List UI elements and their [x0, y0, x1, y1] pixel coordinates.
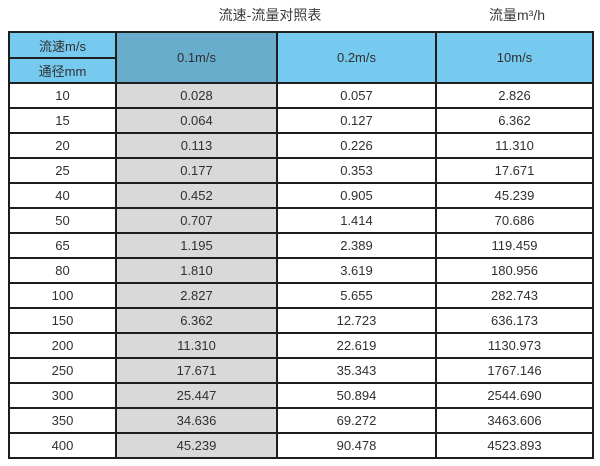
table-row: 250 17.671 35.343 1767.146	[8, 357, 594, 384]
table-row: 80 1.810 3.619 180.956	[8, 257, 594, 284]
flow-cell-0-1ms: 2.827	[115, 282, 278, 309]
flow-cell-0-1ms: 0.064	[115, 107, 278, 134]
flow-cell-0-2ms: 50.894	[276, 382, 437, 409]
flow-cell-10ms: 3463.606	[435, 407, 594, 434]
flow-cell-10ms: 4523.893	[435, 432, 594, 459]
table-row: 40 0.452 0.905 45.239	[8, 182, 594, 209]
flow-cell-10ms: 17.671	[435, 157, 594, 184]
flow-unit-label: 流量m³/h	[489, 7, 545, 23]
flow-cell-0-2ms: 69.272	[276, 407, 437, 434]
flow-cell-10ms: 1130.973	[435, 332, 594, 359]
flow-cell-10ms: 11.310	[435, 132, 594, 159]
diameter-cell: 15	[8, 107, 117, 134]
flow-cell-0-1ms: 6.362	[115, 307, 278, 334]
flow-cell-0-1ms: 34.636	[115, 407, 278, 434]
flow-cell-0-2ms: 2.389	[276, 232, 437, 259]
flow-cell-0-1ms: 1.810	[115, 257, 278, 284]
flow-cell-0-1ms: 0.707	[115, 207, 278, 234]
flow-cell-0-2ms: 5.655	[276, 282, 437, 309]
flow-cell-0-2ms: 90.478	[276, 432, 437, 459]
flow-cell-0-1ms: 0.177	[115, 157, 278, 184]
diameter-cell: 25	[8, 157, 117, 184]
diameter-cell: 20	[8, 132, 117, 159]
table-row: 25 0.177 0.353 17.671	[8, 157, 594, 184]
flow-cell-0-1ms: 0.028	[115, 82, 278, 109]
table-row: 20 0.113 0.226 11.310	[8, 132, 594, 159]
column-header-0-2ms: 0.2m/s	[276, 31, 437, 84]
table-row: 65 1.195 2.389 119.459	[8, 232, 594, 259]
flow-cell-10ms: 45.239	[435, 182, 594, 209]
flow-cell-0-1ms: 0.113	[115, 132, 278, 159]
table-row: 350 34.636 69.272 3463.606	[8, 407, 594, 434]
table-row: 100 2.827 5.655 282.743	[8, 282, 594, 309]
page-title: 流速-流量对照表	[218, 7, 322, 23]
flow-cell-10ms: 119.459	[435, 232, 594, 259]
table-row: 50 0.707 1.414 70.686	[8, 207, 594, 234]
flow-cell-0-2ms: 35.343	[276, 357, 437, 384]
flow-cell-0-2ms: 22.619	[276, 332, 437, 359]
flow-cell-0-2ms: 0.905	[276, 182, 437, 209]
diameter-cell: 40	[8, 182, 117, 209]
velocity-axis-label: 流速m/s	[8, 31, 117, 59]
table-row: 400 45.239 90.478 4523.893	[8, 432, 594, 459]
flow-cell-0-2ms: 0.057	[276, 82, 437, 109]
flow-cell-0-2ms: 1.414	[276, 207, 437, 234]
flow-cell-10ms: 1767.146	[435, 357, 594, 384]
diameter-cell: 250	[8, 357, 117, 384]
flow-cell-0-2ms: 0.226	[276, 132, 437, 159]
flow-cell-0-1ms: 45.239	[115, 432, 278, 459]
table-body: 10 0.028 0.057 2.826 15 0.064 0.127 6.36…	[8, 82, 594, 459]
diameter-cell: 10	[8, 82, 117, 109]
table-row: 150 6.362 12.723 636.173	[8, 307, 594, 334]
table-row: 10 0.028 0.057 2.826	[8, 82, 594, 109]
diameter-axis-label: 通径mm	[8, 57, 117, 84]
table-header: 流速m/s 0.1m/s 0.2m/s 10m/s 通径mm	[8, 31, 594, 84]
flow-cell-10ms: 636.173	[435, 307, 594, 334]
flow-rate-table: 流速m/s 0.1m/s 0.2m/s 10m/s 通径mm 10 0.028 …	[8, 31, 594, 459]
flow-cell-0-2ms: 0.353	[276, 157, 437, 184]
diameter-cell: 50	[8, 207, 117, 234]
flow-cell-10ms: 282.743	[435, 282, 594, 309]
flow-cell-0-2ms: 12.723	[276, 307, 437, 334]
flow-cell-10ms: 2544.690	[435, 382, 594, 409]
flow-cell-10ms: 70.686	[435, 207, 594, 234]
flow-cell-0-1ms: 11.310	[115, 332, 278, 359]
flow-cell-10ms: 6.362	[435, 107, 594, 134]
flow-cell-10ms: 2.826	[435, 82, 594, 109]
column-header-0-1ms: 0.1m/s	[115, 31, 278, 84]
diameter-cell: 300	[8, 382, 117, 409]
table-row: 15 0.064 0.127 6.362	[8, 107, 594, 134]
diameter-cell: 65	[8, 232, 117, 259]
flow-cell-0-1ms: 17.671	[115, 357, 278, 384]
flow-cell-0-1ms: 0.452	[115, 182, 278, 209]
flow-cell-0-1ms: 1.195	[115, 232, 278, 259]
diameter-cell: 80	[8, 257, 117, 284]
column-header-10ms: 10m/s	[435, 31, 594, 84]
diameter-cell: 400	[8, 432, 117, 459]
diameter-cell: 150	[8, 307, 117, 334]
diameter-cell: 350	[8, 407, 117, 434]
table-row: 200 11.310 22.619 1130.973	[8, 332, 594, 359]
title-bar: 流速-流量对照表 流量m³/h	[0, 0, 600, 31]
diameter-cell: 200	[8, 332, 117, 359]
diameter-cell: 100	[8, 282, 117, 309]
table-row: 300 25.447 50.894 2544.690	[8, 382, 594, 409]
flow-cell-0-2ms: 0.127	[276, 107, 437, 134]
flow-cell-0-1ms: 25.447	[115, 382, 278, 409]
flow-cell-10ms: 180.956	[435, 257, 594, 284]
flow-cell-0-2ms: 3.619	[276, 257, 437, 284]
